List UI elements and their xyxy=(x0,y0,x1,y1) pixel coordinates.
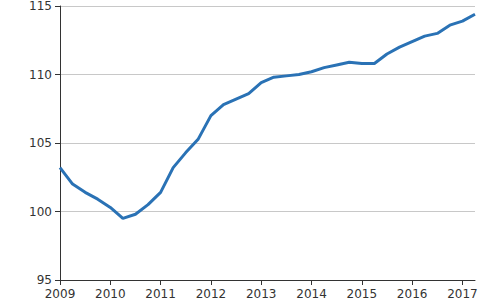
svg-text:2009: 2009 xyxy=(45,287,76,301)
svg-text:2013: 2013 xyxy=(246,287,277,301)
svg-text:2012: 2012 xyxy=(196,287,227,301)
svg-text:2010: 2010 xyxy=(95,287,126,301)
svg-text:110: 110 xyxy=(29,68,52,82)
svg-text:2017: 2017 xyxy=(447,287,478,301)
svg-text:2015: 2015 xyxy=(347,287,378,301)
svg-text:2014: 2014 xyxy=(296,287,327,301)
svg-text:105: 105 xyxy=(29,136,52,150)
svg-text:2011: 2011 xyxy=(145,287,176,301)
svg-text:115: 115 xyxy=(29,0,52,13)
svg-text:95: 95 xyxy=(37,273,52,287)
svg-text:100: 100 xyxy=(29,205,52,219)
svg-text:2016: 2016 xyxy=(397,287,428,301)
